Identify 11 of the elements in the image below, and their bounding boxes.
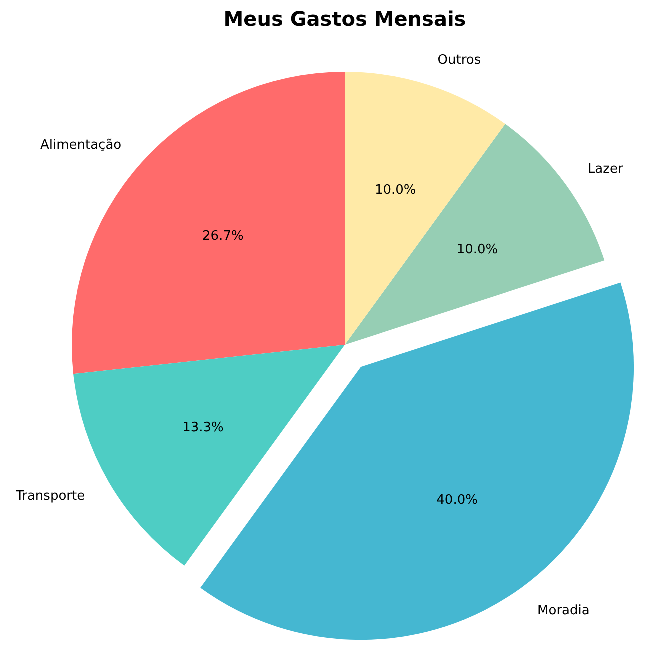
- slice-label: Lazer: [588, 162, 624, 178]
- data-label: 10.0%: [456, 242, 498, 258]
- data-label: 13.3%: [182, 420, 224, 436]
- slice-label: Transporte: [15, 488, 86, 504]
- slice-label: Moradia: [538, 604, 590, 619]
- slice-label: Outros: [438, 52, 482, 68]
- slice-label: Alimentação: [40, 138, 122, 153]
- chart-title: Meus Gastos Mensais: [224, 7, 466, 31]
- data-label: 10.0%: [374, 182, 416, 198]
- data-label: 40.0%: [436, 493, 478, 508]
- data-label: 26.7%: [202, 229, 244, 244]
